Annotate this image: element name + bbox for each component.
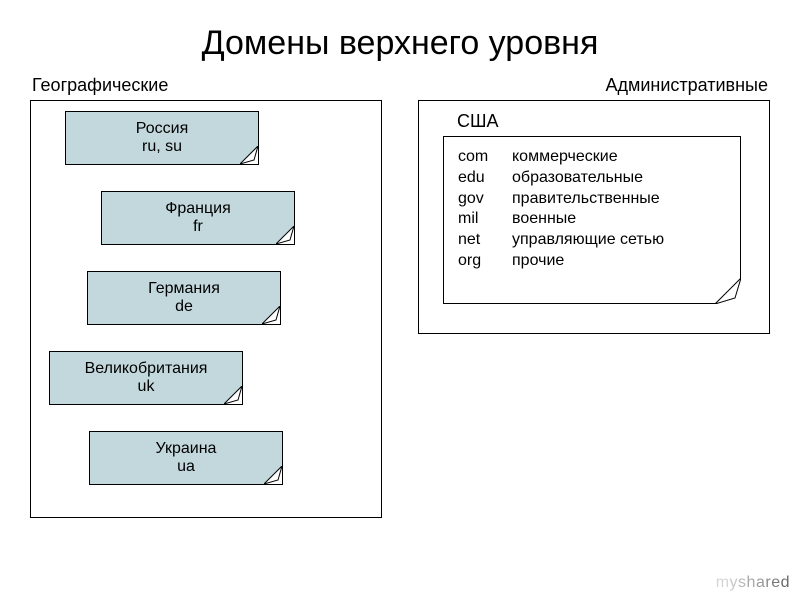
admin-code: net: [458, 230, 512, 251]
watermark: myshared: [716, 574, 790, 592]
geo-code: ua: [177, 458, 195, 476]
admin-desc: военные: [512, 209, 576, 230]
admin-desc: правительственные: [512, 189, 660, 210]
admin-row: edu образовательные: [458, 168, 726, 189]
page-curl-icon: [276, 226, 294, 244]
geo-card-germany: Германия de: [87, 271, 281, 325]
geographic-column: Географические Россия ru, su Франция: [30, 75, 382, 518]
admin-code: com: [458, 147, 512, 168]
admin-code: org: [458, 251, 512, 272]
admin-code: mil: [458, 209, 512, 230]
geo-code: fr: [193, 218, 203, 236]
geo-card-france: Франция fr: [101, 191, 295, 245]
admin-code: gov: [458, 189, 512, 210]
geographic-label: Географические: [30, 75, 382, 96]
admin-desc: коммерческие: [512, 147, 618, 168]
admin-code: edu: [458, 168, 512, 189]
page-curl-icon: [240, 146, 258, 164]
admin-row: net управляющие сетью: [458, 230, 726, 251]
geo-country: Украина: [156, 440, 217, 458]
geo-card-ukraine: Украина ua: [89, 431, 283, 485]
admin-desc: образовательные: [512, 168, 643, 189]
geo-code: de: [175, 298, 193, 316]
admin-card: com коммерческие edu образовательные gov…: [443, 136, 741, 304]
administrative-column: Административные США com коммерческие ed…: [418, 75, 770, 518]
usa-label: США: [457, 111, 769, 132]
geo-country: Россия: [136, 120, 188, 138]
admin-row: mil военные: [458, 209, 726, 230]
geo-card-uk: Великобритания uk: [49, 351, 243, 405]
geo-country: Германия: [148, 280, 220, 298]
geo-code: ru, su: [142, 138, 182, 156]
columns: Географические Россия ru, su Франция: [0, 75, 800, 518]
page-curl-icon: [715, 278, 741, 304]
admin-desc: прочие: [512, 251, 564, 272]
page-curl-icon: [224, 386, 242, 404]
geographic-panel: Россия ru, su Франция fr: [30, 100, 382, 518]
geo-card-russia: Россия ru, su: [65, 111, 259, 165]
admin-row: com коммерческие: [458, 147, 726, 168]
administrative-label: Административные: [418, 75, 770, 96]
page-curl-icon: [264, 466, 282, 484]
page-curl-icon: [262, 306, 280, 324]
page-title: Домены верхнего уровня: [0, 0, 800, 75]
geo-code: uk: [138, 378, 155, 396]
geo-country: Франция: [165, 200, 231, 218]
geographic-list: Россия ru, su Франция fr: [31, 111, 381, 485]
geo-country: Великобритания: [85, 360, 208, 378]
admin-row: org прочие: [458, 251, 726, 272]
admin-desc: управляющие сетью: [512, 230, 664, 251]
admin-row: gov правительственные: [458, 189, 726, 210]
administrative-panel: США com коммерческие edu образовательные…: [418, 100, 770, 334]
